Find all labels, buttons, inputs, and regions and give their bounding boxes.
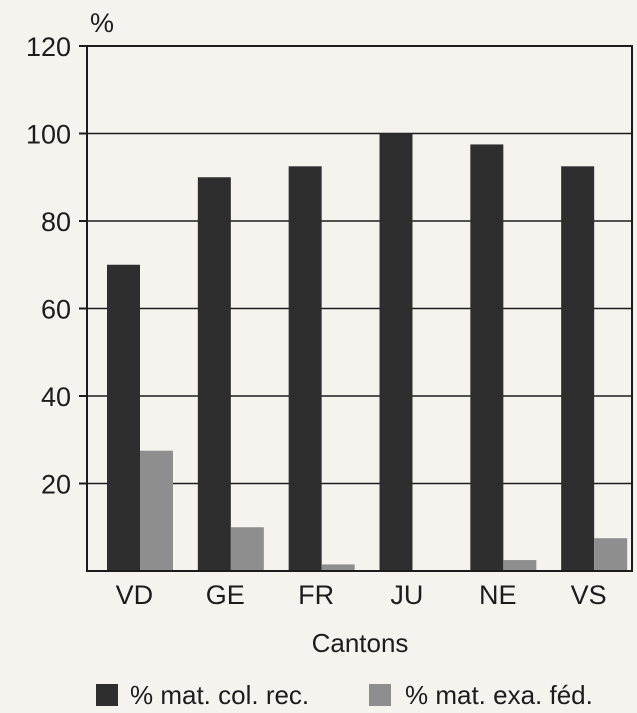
bars bbox=[107, 133, 628, 571]
x-tick-label: JU bbox=[390, 580, 423, 610]
legend-label-1: % mat. col. rec. bbox=[130, 680, 309, 710]
legend-label-2: % mat. exa. féd. bbox=[405, 680, 593, 710]
y-axis-ticks: 20 40 60 80 100 120 bbox=[26, 32, 87, 500]
x-axis-label: Cantons bbox=[312, 628, 409, 658]
bar-vs-series-1 bbox=[561, 166, 595, 571]
bar-ju-series-1 bbox=[379, 133, 413, 571]
x-tick-label: NE bbox=[479, 580, 517, 610]
y-axis-label: % bbox=[90, 8, 114, 38]
legend-swatch-2 bbox=[369, 684, 391, 706]
bar-vd-series-1 bbox=[107, 264, 140, 571]
bar-ge-series-2 bbox=[230, 527, 264, 571]
bar-ne-series-1 bbox=[470, 144, 504, 571]
bar-ne-series-2 bbox=[503, 560, 537, 571]
x-tick-label: GE bbox=[206, 580, 245, 610]
x-tick-label: VD bbox=[116, 580, 154, 610]
y-tick-label: 100 bbox=[26, 120, 71, 150]
grid-lines bbox=[87, 132, 632, 485]
bar-fr-series-2 bbox=[321, 564, 355, 571]
y-tick-label: 80 bbox=[41, 207, 71, 237]
bar-fr-series-1 bbox=[288, 166, 322, 571]
bar-vd-series-2 bbox=[140, 450, 173, 571]
legend-swatch-1 bbox=[96, 684, 118, 706]
y-tick-label: 120 bbox=[26, 32, 71, 62]
x-tick-label: FR bbox=[298, 580, 334, 610]
y-tick-label: 60 bbox=[41, 295, 71, 325]
legend: % mat. col. rec. % mat. exa. féd. bbox=[96, 680, 593, 710]
bar-vs-series-2 bbox=[594, 538, 628, 571]
bar-ge-series-1 bbox=[197, 177, 231, 571]
y-tick-label: 40 bbox=[41, 382, 71, 412]
y-tick-label: 20 bbox=[41, 470, 71, 500]
x-tick-label: VS bbox=[571, 580, 607, 610]
x-axis-ticks: VD GE FR JU NE VS bbox=[116, 580, 607, 610]
